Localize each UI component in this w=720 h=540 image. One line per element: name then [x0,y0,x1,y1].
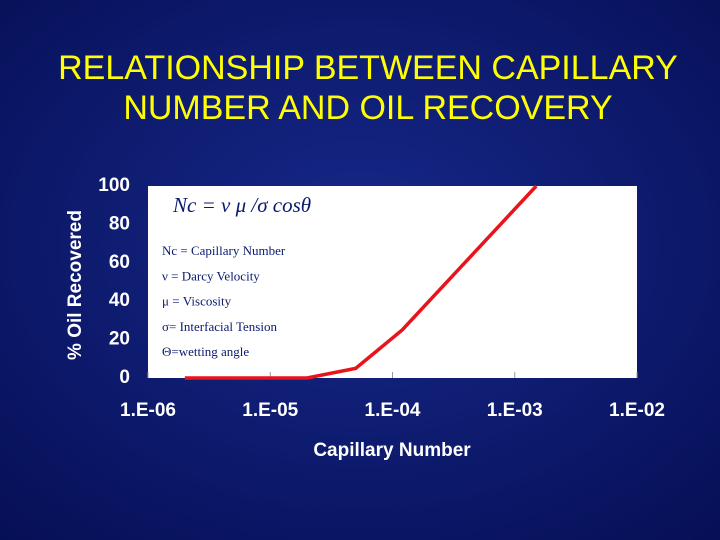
x-tick-label: 1.E-06 [120,400,176,421]
x-tick-label: 1.E-02 [609,400,665,421]
formula: Nc = ν μ /σ cosθ [172,193,311,217]
annotation: Nc = Capillary Number [162,243,286,258]
x-tick-label: 1.E-04 [365,400,421,421]
y-tick-label: 60 [109,252,130,273]
y-tick-label: 40 [109,290,130,311]
annotation: ν = Darcy Velocity [162,268,260,283]
annotation: Θ=wetting angle [162,344,249,359]
y-tick-label: 80 [109,213,130,234]
annotation: σ= Interfacial Tension [162,319,277,334]
y-tick-label: 0 [119,367,130,388]
annotation: μ = Viscosity [162,294,232,309]
y-tick-label: 20 [109,329,130,350]
plot-area [148,186,637,378]
title-line: RELATIONSHIP BETWEEN CAPILLARY [58,49,678,87]
x-axis-label: Capillary Number [313,440,471,461]
y-axis-label: % Oil Recovered [65,210,86,360]
title-line: NUMBER AND OIL RECOVERY [123,89,612,127]
y-tick-label: 100 [98,175,130,196]
x-tick-label: 1.E-05 [242,400,298,421]
data-line [184,184,538,380]
x-tick-label: 1.E-03 [487,400,543,421]
